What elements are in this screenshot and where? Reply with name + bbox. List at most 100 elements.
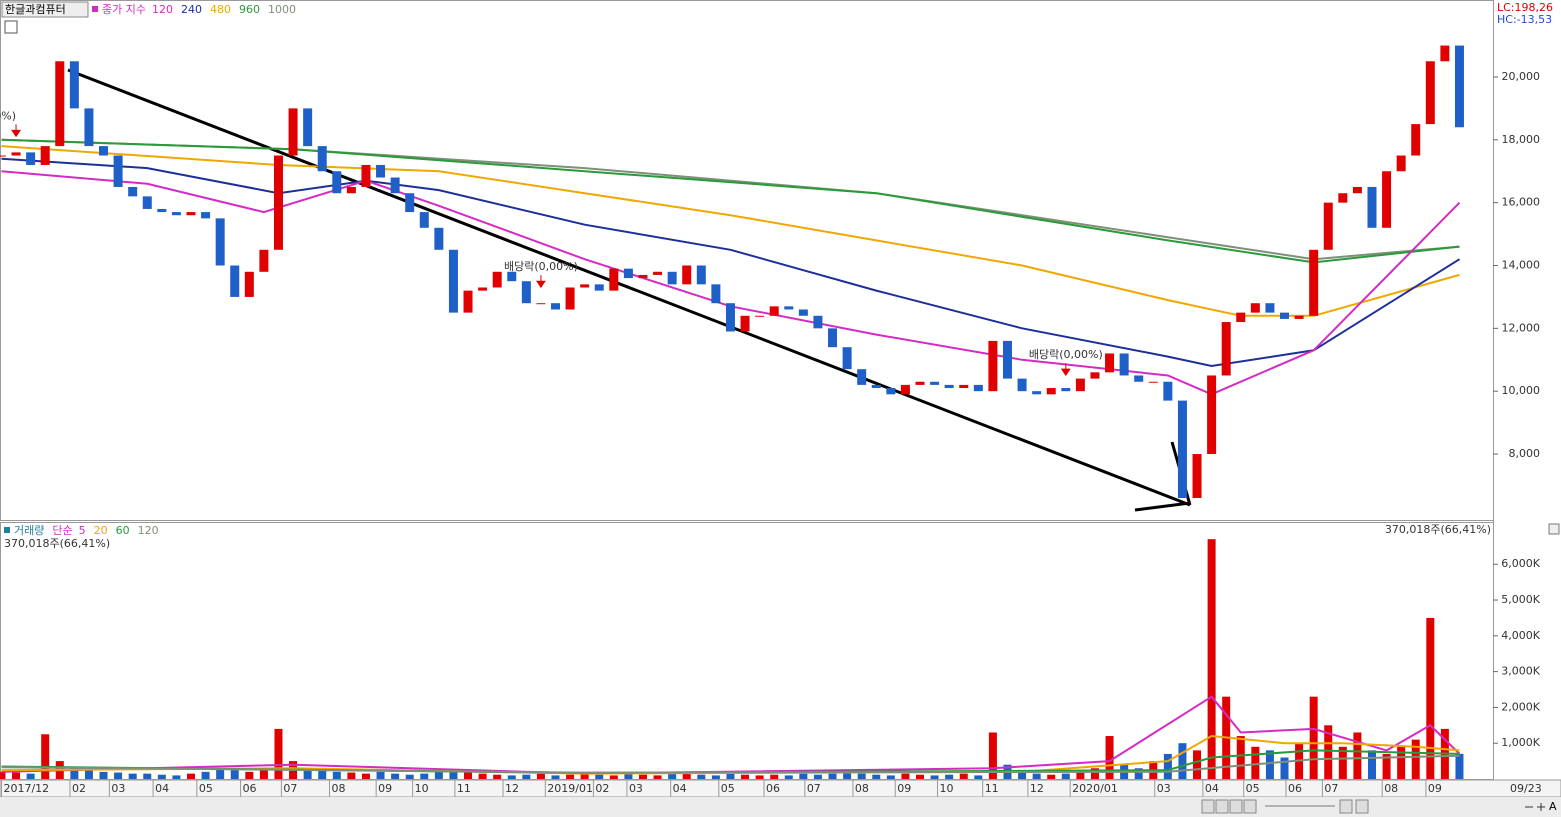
volume-bar	[259, 768, 268, 779]
toolbar-a[interactable]: A	[1549, 800, 1557, 813]
volume-bar	[638, 774, 647, 779]
volume-bar	[464, 771, 473, 779]
candle	[40, 146, 50, 165]
y-tick-label: 5,000K	[1501, 593, 1540, 606]
x-tick-label: 10	[415, 782, 429, 795]
volume-bar	[770, 774, 779, 779]
candle	[1352, 186, 1362, 194]
candle	[755, 315, 765, 317]
settings-icon[interactable]	[4, 20, 18, 34]
volume-bar	[70, 768, 79, 779]
candle	[1309, 249, 1319, 316]
candle	[478, 287, 488, 291]
volume-bar	[347, 772, 356, 779]
candle	[900, 384, 910, 395]
y-tick-label: 10,000	[1502, 384, 1541, 397]
volume-bar	[813, 774, 822, 779]
y-tick-label: 16,000	[1502, 196, 1541, 209]
x-tick-label: 04	[673, 782, 687, 795]
x-tick-label: 2017/12	[3, 782, 49, 795]
volume-bar	[551, 775, 560, 779]
x-tick-label: 08	[332, 782, 346, 795]
candle	[507, 271, 517, 282]
volume-bar	[1324, 725, 1333, 779]
y-tick-label: 4,000K	[1501, 629, 1540, 642]
legend-title: 거래량	[14, 524, 44, 537]
volume-bar	[1076, 771, 1085, 779]
candle	[1425, 61, 1435, 125]
candle	[1017, 378, 1027, 392]
candle	[1382, 171, 1392, 228]
volume-bar	[755, 775, 764, 779]
candle	[448, 249, 458, 313]
candle	[696, 265, 706, 285]
volume-bar	[1061, 773, 1070, 779]
panel-button[interactable]	[1548, 523, 1560, 535]
button[interactable]	[1201, 799, 1215, 814]
candle	[1236, 312, 1246, 323]
candle	[303, 108, 313, 147]
volume-bar	[1382, 753, 1391, 779]
lc-label: LC:198,26	[1497, 1, 1553, 14]
toolbar-buttons	[1201, 799, 1545, 814]
candle	[784, 306, 794, 310]
candle	[11, 152, 21, 156]
button[interactable]	[1229, 799, 1243, 814]
volume-bar	[1397, 746, 1406, 779]
candle	[871, 384, 881, 389]
candle	[288, 108, 298, 156]
zoom-in[interactable]	[1537, 803, 1545, 811]
legend-entry: 480	[210, 3, 231, 16]
volume-bar	[726, 773, 735, 779]
x-tick-label: 12	[1030, 782, 1044, 795]
x-tick-label: 05	[199, 782, 213, 795]
volume-bar	[1178, 743, 1187, 779]
candle	[711, 284, 721, 304]
candle	[1221, 322, 1231, 376]
candle	[390, 177, 400, 194]
candle	[1338, 193, 1348, 203]
volume-bar	[245, 771, 254, 779]
x-tick-label: 03	[1157, 782, 1171, 795]
trend-line	[67, 68, 1191, 507]
x-tick-label: 07	[283, 782, 297, 795]
volume-bar	[799, 773, 808, 779]
volume-bar	[99, 771, 108, 779]
candle	[1032, 391, 1042, 395]
legend-entry: 20	[94, 524, 108, 537]
button[interactable]	[1355, 799, 1369, 814]
candle	[580, 284, 590, 288]
volume-bar	[711, 775, 720, 779]
button[interactable]	[1215, 799, 1229, 814]
x-tick-label: 08	[855, 782, 869, 795]
button[interactable]	[1339, 799, 1353, 814]
button[interactable]	[1243, 799, 1257, 814]
volume-bar	[84, 770, 93, 779]
x-tick-label: 05	[721, 782, 735, 795]
volume-bar	[916, 774, 925, 779]
volume-bar	[784, 775, 793, 779]
volume-bar	[1367, 750, 1376, 779]
volume-bar	[843, 771, 852, 779]
volume-bar	[857, 773, 866, 779]
volume-bar	[216, 768, 225, 779]
candle	[346, 186, 356, 194]
candle	[1090, 372, 1100, 379]
volume-bar	[420, 773, 429, 779]
candle	[1396, 155, 1406, 172]
x-tick-label: 2020/01	[1072, 782, 1118, 795]
candle	[1192, 454, 1202, 499]
candle	[1265, 303, 1275, 313]
candle	[128, 186, 138, 197]
legend-entry: 120	[138, 524, 159, 537]
volume-bar	[828, 773, 837, 779]
volume-bar	[201, 771, 210, 779]
candle	[186, 212, 196, 216]
candle	[944, 384, 954, 389]
volume-bar	[391, 773, 400, 779]
y-tick-label: 12,000	[1502, 321, 1541, 334]
volume-bar	[580, 773, 589, 779]
volume-bar	[1018, 771, 1027, 779]
stock-name-box[interactable]	[1, 1, 89, 18]
